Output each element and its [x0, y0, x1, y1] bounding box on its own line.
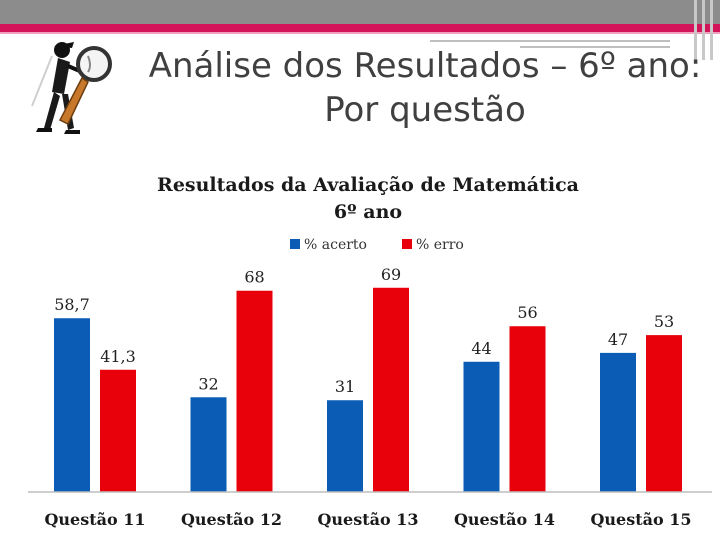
- data-label: 32: [198, 374, 218, 393]
- x-tick-label: Questão 15: [590, 510, 691, 529]
- top-bar: [0, 0, 720, 24]
- accent-line: [0, 32, 720, 34]
- data-label: 53: [654, 312, 674, 331]
- data-label: 58,7: [54, 295, 90, 314]
- bar: [190, 397, 227, 492]
- x-tick-label: Questão 12: [181, 510, 282, 529]
- decor-line: [520, 46, 670, 48]
- decor-bars: [690, 0, 720, 60]
- x-tick-label: Questão 13: [317, 510, 418, 529]
- x-axis-labels: Questão 11 Questão 12 Questão 13 Questão 14…: [44, 510, 691, 529]
- x-tick-label: Questão 14: [454, 510, 555, 529]
- bar: [236, 290, 273, 492]
- detective-magnifier-icon: [18, 36, 122, 140]
- data-label: 41,3: [100, 347, 136, 366]
- slide-title: Análise dos Resultados – 6º ano: Por que…: [130, 44, 720, 132]
- slide-title-line1: Análise dos Resultados – 6º ano:: [148, 46, 702, 86]
- data-label: 31: [335, 377, 355, 396]
- data-label: 47: [608, 330, 628, 349]
- accent-bar: [0, 24, 720, 32]
- chart: Resultados da Avaliação de Matemática 6º…: [0, 160, 720, 540]
- slide-title-line2: Por questão: [324, 90, 526, 130]
- legend-swatch: [402, 239, 412, 249]
- bar: [646, 335, 682, 492]
- chart-bars: 58,7 41,3 32 68 31 69 44 56 47 53: [54, 265, 682, 492]
- data-label: 69: [381, 265, 401, 284]
- decor-line: [430, 40, 670, 42]
- data-label: 44: [471, 339, 491, 358]
- x-tick-label: Questão 11: [44, 510, 145, 529]
- chart-subtitle: 6º ano: [334, 201, 402, 223]
- data-label: 68: [244, 268, 264, 287]
- data-label: 56: [517, 303, 537, 322]
- bar: [327, 400, 363, 492]
- chart-legend: % acerto % erro: [290, 237, 464, 253]
- bar: [100, 369, 136, 492]
- legend-label: % acerto: [304, 237, 367, 253]
- bar: [463, 361, 500, 492]
- bar: [54, 318, 90, 492]
- legend-swatch: [290, 239, 300, 249]
- legend-label: % erro: [416, 237, 464, 253]
- bar: [373, 287, 409, 492]
- bar: [509, 326, 546, 492]
- chart-title: Resultados da Avaliação de Matemática: [157, 174, 579, 196]
- bar: [600, 352, 636, 492]
- chart-svg: Resultados da Avaliação de Matemática 6º…: [28, 174, 712, 529]
